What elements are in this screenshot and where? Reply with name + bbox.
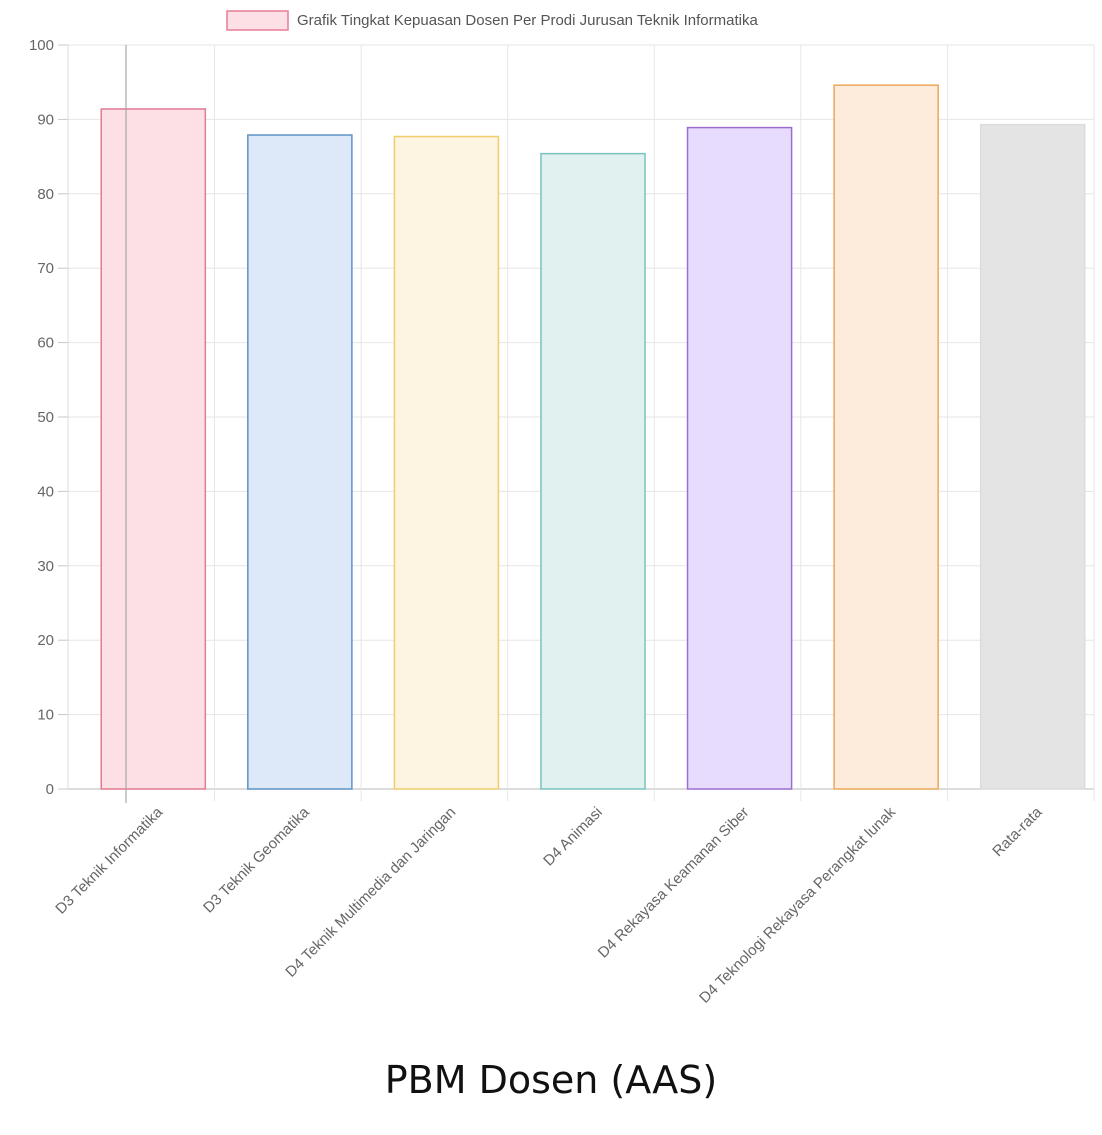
y-tick-label: 90 [37, 111, 54, 128]
bar-chart-svg: Grafik Tingkat Kepuasan Dosen Per Prodi … [29, 10, 1095, 1007]
bar [100, 108, 207, 790]
bar [979, 123, 1086, 790]
legend-swatch [226, 10, 289, 31]
y-tick-label: 100 [29, 37, 54, 54]
x-axis-ticks: D3 Teknik Informatika D3 Teknik Geomatika… [52, 803, 1046, 1006]
bar [833, 84, 939, 790]
y-tick-label: 80 [37, 186, 54, 203]
y-tick-label: 30 [37, 558, 54, 575]
x-tick-label: D4 Rekayasa Keamanan Siber [595, 804, 753, 962]
y-tick-label: 10 [37, 707, 54, 724]
bar-chart: Grafik Tingkat Kepuasan Dosen Per Prodi … [29, 10, 1095, 1007]
x-tick-label: D4 Animasi [540, 804, 606, 870]
y-tick-label: 0 [46, 781, 54, 798]
y-tick-label: 60 [37, 335, 54, 352]
legend[interactable]: Grafik Tingkat Kepuasan Dosen Per Prodi … [226, 10, 758, 31]
bars [100, 84, 1086, 790]
y-tick-label: 50 [37, 409, 54, 426]
bar [247, 134, 353, 790]
x-tick-label: D4 Teknik Multimedia dan Jaringan [282, 804, 459, 981]
x-tick-label: D3 Teknik Informatika [52, 803, 166, 917]
y-tick-label: 70 [37, 260, 54, 277]
slide-caption: PBM Dosen (AAS) [384, 1058, 718, 1102]
y-axis-ticks: 0 10 20 30 40 50 60 70 80 90 100 [29, 37, 54, 798]
y-tick-label: 40 [37, 483, 54, 500]
y-tick-label: 20 [37, 632, 54, 649]
bar [686, 126, 793, 790]
x-tick-label: D3 Teknik Geomatika [200, 803, 313, 916]
legend-label: Grafik Tingkat Kepuasan Dosen Per Prodi … [297, 12, 758, 29]
bar [540, 152, 646, 790]
x-tick-label: Rata-rata [989, 803, 1046, 860]
bar [393, 135, 500, 790]
axes [67, 45, 127, 803]
